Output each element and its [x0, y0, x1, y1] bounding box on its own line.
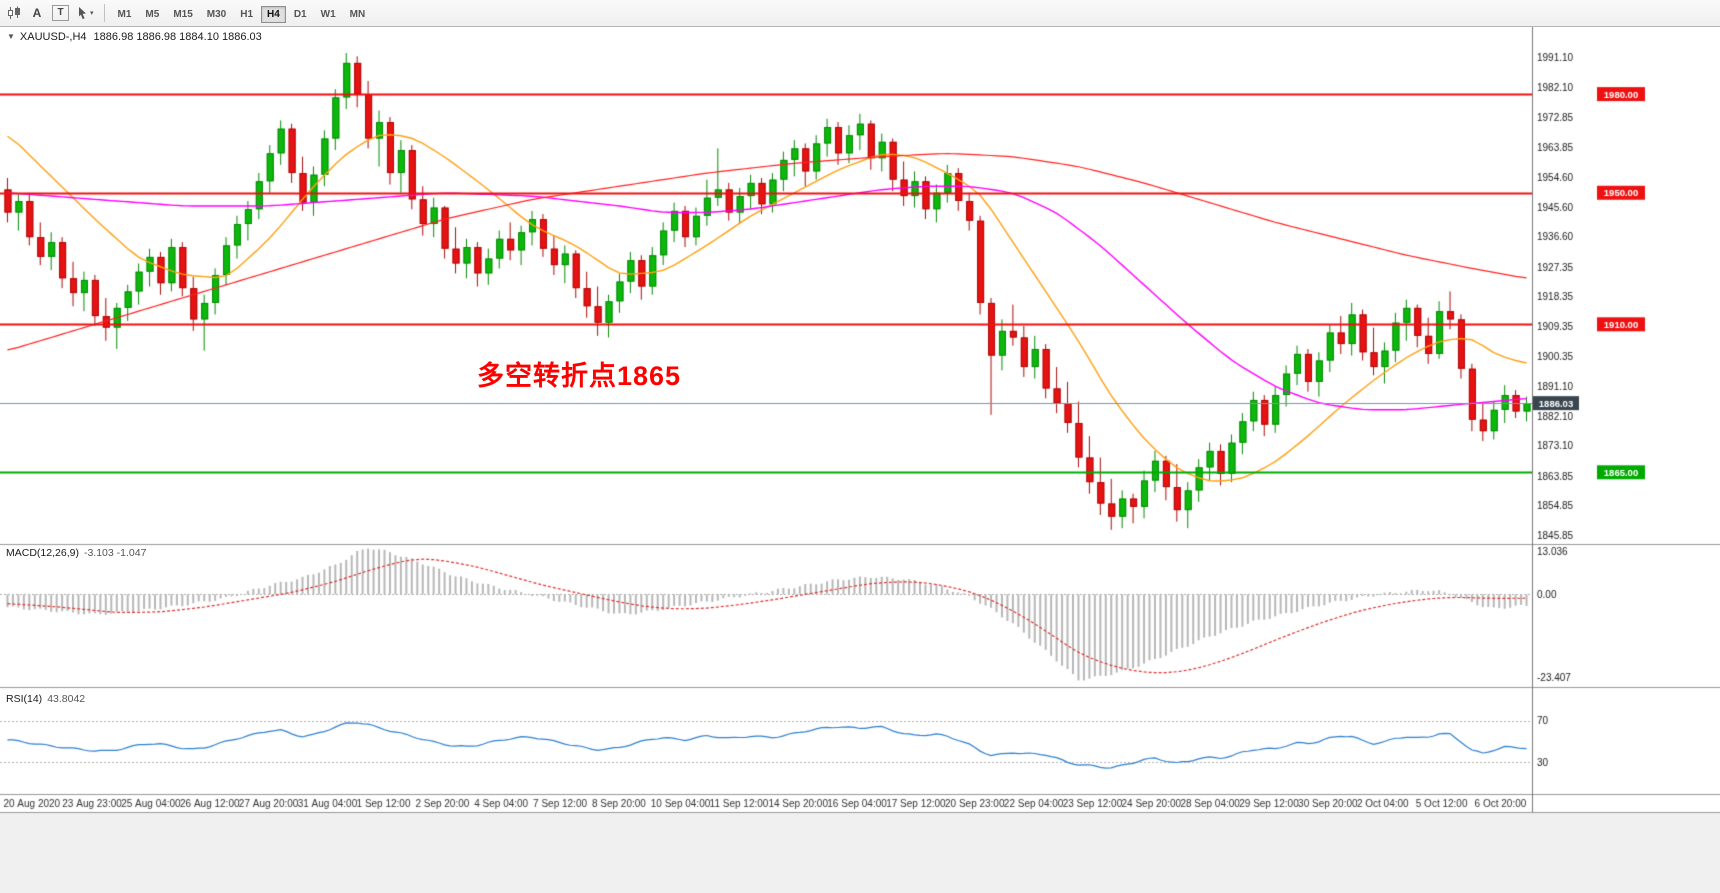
- timeframe-button-h1[interactable]: H1: [234, 6, 259, 23]
- timeframe-button-m30[interactable]: M30: [201, 6, 232, 23]
- timeframe-button-d1[interactable]: D1: [288, 6, 313, 23]
- toolbar: A T ▾ M1 M5 M15 M30 H1 H4 D1 W1 MN: [0, 0, 1720, 27]
- toolbar-separator: [103, 4, 105, 22]
- dropdown-caret-icon: ▾: [90, 10, 94, 17]
- timeframe-button-w1[interactable]: W1: [315, 6, 342, 23]
- timeframe-button-m1[interactable]: M1: [112, 6, 138, 23]
- timeframe-button-group: M1 M5 M15 M30 H1 H4 D1 W1 MN: [111, 4, 373, 23]
- timeframe-button-m15[interactable]: M15: [167, 6, 198, 23]
- rsi-indicator-label: RSI(14) 43.8042: [6, 693, 85, 705]
- draw-tools-button[interactable]: ▾: [74, 3, 97, 23]
- chart-window: ▼ XAUUSD-,H4 1886.98 1886.98 1884.10 1886.…: [0, 27, 1720, 893]
- chart-title: ▼ XAUUSD-,H4 1886.98 1886.98 1884.10 1886.…: [7, 31, 262, 43]
- symbol-period-label: XAUUSD-,H4: [19, 31, 87, 43]
- text-tool-button[interactable]: T: [49, 3, 72, 23]
- timeframe-button-m5[interactable]: M5: [139, 6, 165, 23]
- timeframe-button-h4[interactable]: H4: [261, 5, 286, 23]
- rsi-name: RSI(14): [6, 693, 43, 705]
- annotation-a-button[interactable]: A: [27, 3, 47, 23]
- rsi-value: 43.8042: [47, 693, 86, 705]
- letter-t-icon: T: [52, 5, 69, 21]
- ohlc-values: 1886.98 1886.98 1884.10 1886.03: [93, 31, 262, 43]
- chart-annotation-text[interactable]: 多空转折点1865: [477, 361, 682, 391]
- letter-a-icon: A: [32, 6, 42, 20]
- cursor-arrow-icon: [79, 7, 86, 20]
- collapse-icon[interactable]: ▼: [7, 32, 15, 41]
- price-chart-canvas[interactable]: [0, 27, 1720, 893]
- chart-type-button[interactable]: [4, 3, 25, 23]
- candlestick-chart-icon: [8, 6, 20, 19]
- macd-indicator-label: MACD(12,26,9) -3.103 -1.047: [6, 547, 146, 559]
- timeframe-button-mn[interactable]: MN: [344, 6, 372, 23]
- macd-values: -3.103 -1.047: [83, 547, 147, 559]
- macd-name: MACD(12,26,9): [6, 547, 79, 559]
